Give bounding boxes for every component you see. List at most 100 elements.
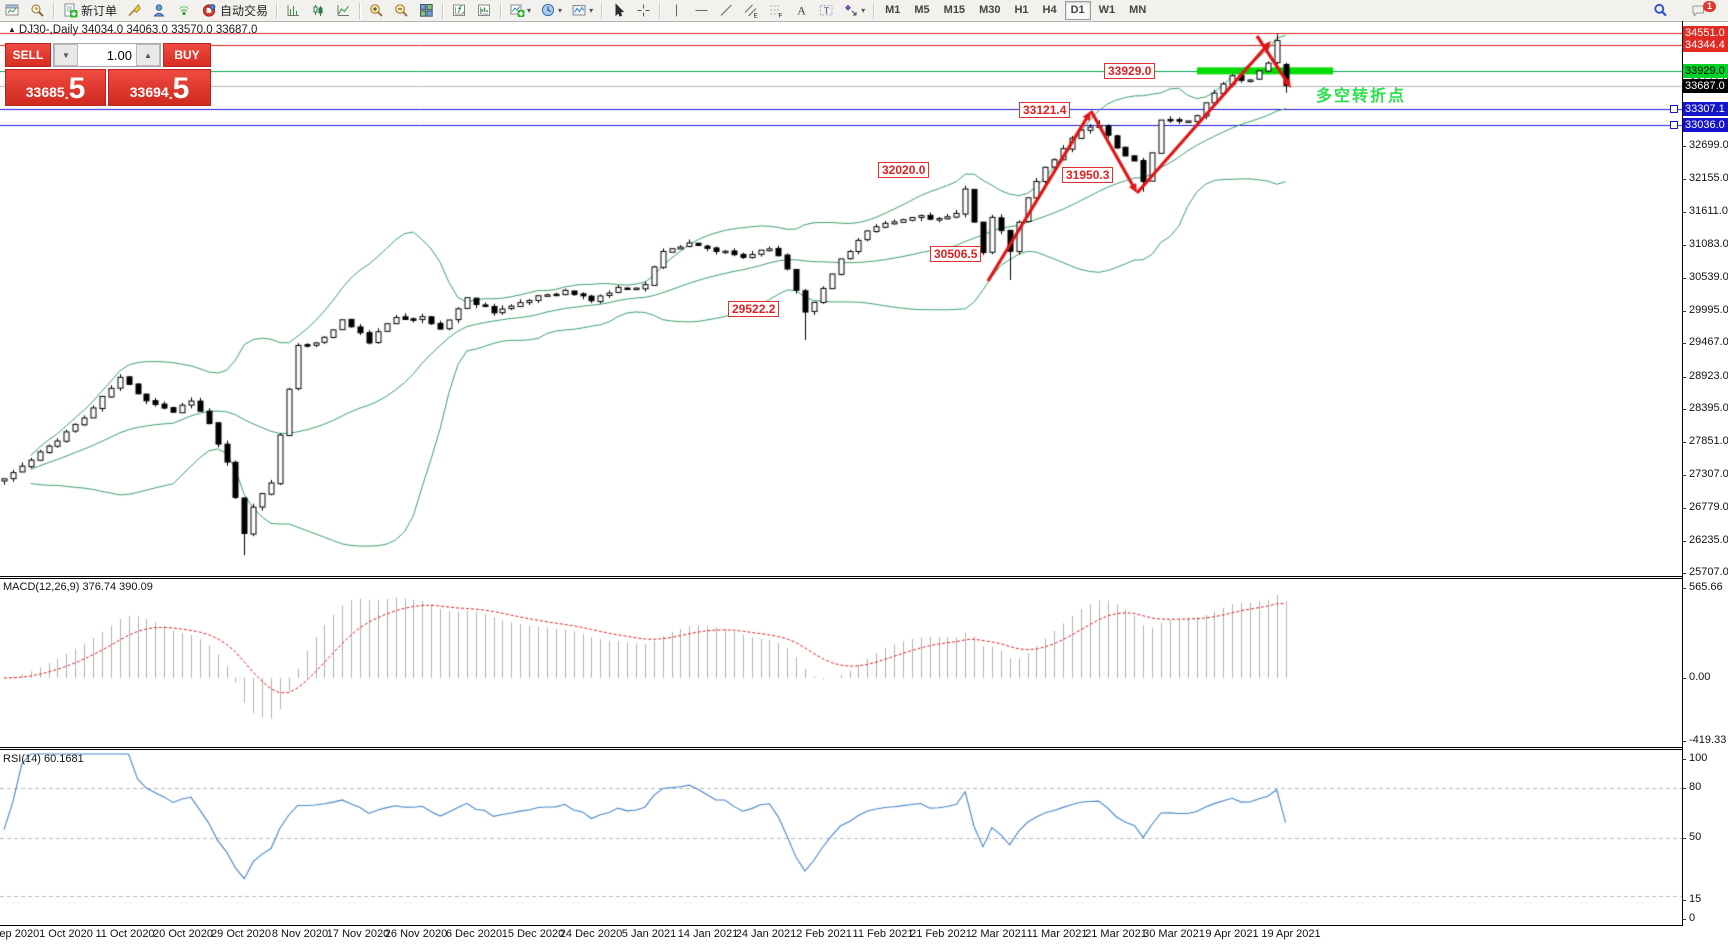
price-annotation[interactable]: 30506.5	[930, 246, 982, 262]
trendline-button[interactable]	[715, 1, 738, 20]
zoom-out-button[interactable]	[390, 1, 413, 20]
bull-bear-turning-point-note[interactable]: 多空转折点	[1316, 88, 1407, 105]
arrange-v-button[interactable]	[448, 1, 471, 20]
cursor-button[interactable]	[607, 1, 630, 20]
main-chart-canvas[interactable]	[0, 21, 1682, 576]
timeframe-m1-button[interactable]: M1	[885, 4, 901, 16]
zoom-in-icon	[369, 3, 384, 18]
label-button[interactable]: T	[815, 1, 838, 20]
tile-windows-button[interactable]	[415, 1, 438, 20]
dropdown-arrow-icon[interactable]: ▾	[861, 6, 866, 15]
date-axis-label: 2 Mar 2021	[971, 928, 1027, 940]
timeframe-mn-button[interactable]: MN	[1129, 4, 1147, 16]
hline-button[interactable]	[690, 1, 713, 20]
volume-input[interactable]	[78, 44, 136, 66]
label-icon: T	[819, 3, 834, 18]
candles-button[interactable]	[307, 1, 330, 20]
line-drag-handle[interactable]	[1670, 121, 1678, 129]
axis-tick-label: 30539.0	[1689, 271, 1728, 283]
timeframe-m5-button[interactable]: M5	[914, 4, 930, 16]
axis-tick-label: 28395.0	[1689, 402, 1728, 414]
notification-badge: 1	[1702, 1, 1716, 12]
data-window-button[interactable]	[26, 1, 49, 20]
timeframe-d1-button[interactable]: D1	[1064, 1, 1091, 20]
sell-price[interactable]: 33685. 5	[5, 69, 107, 106]
axis-tick-label: 28923.0	[1689, 370, 1728, 382]
arrange-tile-button[interactable]	[473, 1, 496, 20]
shapes-icon	[844, 3, 859, 18]
vline-button[interactable]	[665, 1, 688, 20]
pane-separator	[0, 578, 1682, 579]
pane-separator[interactable]	[0, 747, 1682, 748]
date-axis-label: 24 Dec 2020	[559, 928, 623, 940]
date-axis-label: 21 Mar 2021	[1085, 928, 1147, 940]
templates-button[interactable]: ▾	[568, 1, 597, 20]
toolbar-separator	[442, 2, 445, 19]
axis-tick-label: 31083.0	[1689, 238, 1728, 250]
axis-tick	[1682, 788, 1686, 789]
axis-border	[1682, 21, 1683, 926]
date-axis-label: 20 Oct 2020	[153, 928, 213, 940]
volume-increase-button[interactable]: ▲	[136, 44, 160, 66]
user-button[interactable]	[148, 1, 171, 20]
axis-tick	[1682, 508, 1686, 509]
rsi-axis-label: 50	[1689, 831, 1702, 843]
price-annotation[interactable]: 31950.3	[1062, 167, 1114, 183]
buy-button[interactable]: BUY	[163, 43, 211, 67]
price-annotation[interactable]: 32020.0	[878, 162, 930, 178]
timeframe-w1-button[interactable]: W1	[1098, 4, 1116, 16]
trendline-icon	[719, 3, 734, 18]
price-label-34551.0: 34551.0	[1683, 26, 1728, 40]
line-chart-button[interactable]	[332, 1, 355, 20]
search-icon[interactable]	[1649, 1, 1672, 20]
pane-separator[interactable]	[0, 576, 1682, 577]
text-button[interactable]: A	[790, 1, 813, 20]
timeframe-m30-button[interactable]: M30	[979, 4, 1001, 16]
new-chart-button[interactable]: ▾	[506, 1, 535, 20]
dropdown-arrow-icon[interactable]: ▾	[527, 6, 532, 15]
price-annotation[interactable]: 29522.2	[728, 301, 780, 317]
date-axis-label: 29 Oct 2020	[211, 928, 271, 940]
line-drag-handle[interactable]	[1670, 105, 1678, 113]
volume-decrease-button[interactable]: ▼	[54, 44, 78, 66]
timeframe-m15-button[interactable]: M15	[943, 4, 966, 16]
price-annotation[interactable]: 33929.0	[1104, 63, 1156, 79]
date-axis-label: 8 Nov 2020	[271, 928, 329, 940]
shapes-button[interactable]: ▾	[840, 1, 869, 20]
price-annotation[interactable]: 33121.4	[1019, 102, 1071, 118]
axis-tick	[1682, 741, 1686, 742]
date-axis-label: 9 Apr 2021	[1205, 928, 1259, 940]
timeframe-h1-button[interactable]: H1	[1014, 4, 1029, 16]
dropdown-arrow-icon[interactable]: ▾	[558, 6, 563, 15]
rsi-label: RSI(14) 60.1681	[3, 753, 84, 765]
symbol-marker-icon: ▲	[8, 25, 16, 34]
axis-tick	[1682, 759, 1686, 760]
dropdown-arrow-icon[interactable]: ▾	[589, 6, 594, 15]
macd-pane-canvas[interactable]	[0, 580, 1682, 746]
axis-tick-label: 29467.0	[1689, 336, 1728, 348]
fibonacci-button[interactable]: F	[765, 1, 788, 20]
macd-axis-label: -419.33	[1689, 734, 1727, 746]
price-label-34344.4: 34344.4	[1683, 38, 1728, 52]
crosshair-button[interactable]	[632, 1, 655, 20]
data-window-icon	[30, 3, 45, 18]
cursor-icon	[611, 3, 626, 18]
chart-window-button[interactable]	[1, 1, 24, 20]
arrange-v-icon	[452, 3, 467, 18]
zoom-in-button[interactable]	[365, 1, 388, 20]
cleanup-button[interactable]	[123, 1, 146, 20]
chat-icon[interactable]: 1	[1687, 1, 1716, 20]
bar-chart-button[interactable]	[282, 1, 305, 20]
autotrading-label: 自动交易	[220, 4, 269, 18]
rsi-pane-canvas[interactable]	[0, 751, 1682, 925]
profiles-button[interactable]: ▾	[537, 1, 566, 20]
autotrading-button[interactable]: 自动交易	[198, 1, 272, 20]
axis-tick-label: 26779.0	[1689, 501, 1728, 513]
line-chart-icon	[336, 3, 351, 18]
signal-button[interactable]	[173, 1, 196, 20]
sell-button[interactable]: SELL	[5, 43, 51, 67]
timeframe-h4-button[interactable]: H4	[1042, 4, 1057, 16]
buy-price[interactable]: 33694. 5	[108, 69, 211, 106]
new-order-button[interactable]: 新订单	[59, 1, 121, 20]
channel-button[interactable]: E	[740, 1, 763, 20]
